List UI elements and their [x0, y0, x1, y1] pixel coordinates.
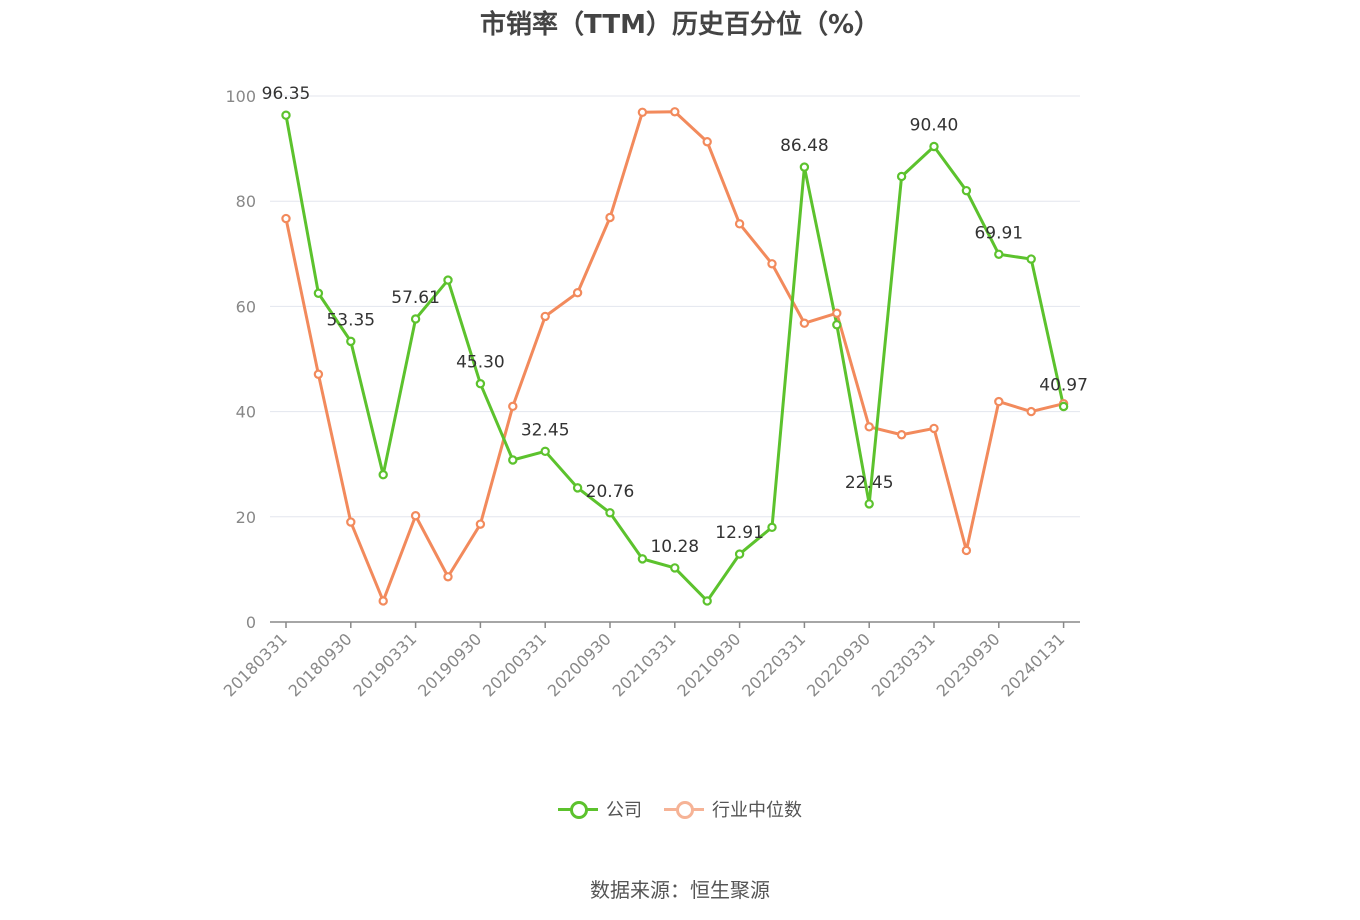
data-label-20240131: 40.97 — [1039, 375, 1088, 395]
legend-item-industry[interactable]: 行业中位数 — [664, 796, 802, 822]
x-tick-label-20200930: 20200930 — [544, 629, 615, 700]
y-tick-label-0: 0 — [246, 613, 256, 632]
point-company-20191231 — [508, 455, 518, 465]
data-label-20180331: 96.35 — [262, 84, 311, 104]
x-tick-label-20210331: 20210331 — [609, 629, 680, 700]
data-label-20220930: 22.45 — [845, 473, 894, 493]
point-company-20211231 — [767, 522, 777, 533]
point-company-20210331 — [670, 563, 680, 573]
point-company-20181231 — [378, 470, 388, 480]
grid-lines — [270, 95, 1080, 518]
point-industry-20200331 — [540, 311, 550, 322]
x-tick-label-20240131: 20240131 — [997, 629, 1068, 700]
point-company-20190630 — [443, 275, 453, 285]
x-tick-label-20200331: 20200331 — [479, 629, 550, 700]
data-labels: 96.35 53.35 57.61 45.30 32.45 20.76 10.28 12.91… — [262, 84, 1088, 557]
point-industry-20211231 — [767, 259, 777, 269]
x-tick-label-20180930: 20180930 — [285, 629, 356, 700]
point-company-20200630 — [572, 483, 583, 493]
series-lines — [284, 110, 1066, 603]
y-tick-label-40: 40 — [236, 403, 256, 422]
point-industry-20201231 — [637, 107, 648, 118]
point-company-20220930 — [864, 499, 874, 509]
point-company-20240131 — [1058, 401, 1069, 412]
chart-plot: 0 20 40 60 80 100 201803312018093020190331201… — [220, 84, 1088, 700]
data-label-20190331: 57.61 — [391, 288, 440, 308]
point-industry-20230630 — [961, 545, 972, 556]
legend-label-company: 公司 — [606, 800, 642, 821]
point-company-20190930 — [475, 379, 486, 389]
chart-title: 市销率（TTM）历史百分位（%） — [480, 10, 880, 40]
point-industry-20230930 — [994, 396, 1004, 407]
x-axis: 2018033120180930201903312019093020200331… — [220, 621, 1080, 700]
point-industry-20220331 — [799, 318, 810, 328]
data-label-20230930: 69.91 — [974, 223, 1023, 243]
data-label-20200930: 20.76 — [586, 482, 635, 502]
legend-swatch-industry — [664, 799, 704, 819]
point-company-20231231 — [1026, 254, 1036, 264]
point-company-20201231 — [637, 554, 648, 564]
point-company-20180930 — [346, 336, 356, 347]
point-industry-20180930 — [346, 517, 356, 527]
point-industry-20190331 — [410, 511, 421, 521]
point-company-20210630 — [702, 596, 712, 606]
point-industry-20210930 — [734, 219, 745, 229]
data-label-20200331: 32.45 — [521, 420, 570, 440]
legend-item-company[interactable]: 公司 — [558, 796, 642, 822]
point-industry-20191231 — [508, 401, 518, 412]
point-industry-20231231 — [1026, 406, 1036, 417]
y-tick-label-20: 20 — [236, 508, 256, 527]
x-tick-label-20210930: 20210930 — [673, 629, 744, 700]
point-industry-20200930 — [605, 212, 615, 223]
point-company-20210930 — [734, 549, 745, 559]
data-label-20220331: 86.48 — [780, 136, 829, 156]
point-industry-20220630 — [832, 308, 842, 318]
point-industry-20181231 — [378, 596, 388, 606]
x-tick-label-20190331: 20190331 — [349, 629, 420, 700]
legend-swatch-company — [558, 799, 598, 819]
point-industry-20180630 — [313, 369, 324, 379]
source-note: 数据来源：恒生聚源 — [590, 878, 770, 902]
y-tick-label-80: 80 — [236, 192, 256, 211]
point-industry-20190630 — [443, 572, 453, 582]
point-company-20221231 — [896, 171, 907, 182]
series-line-company — [284, 114, 1066, 603]
legend: 公司 行业中位数 — [0, 796, 1360, 822]
point-industry-20230331 — [929, 423, 939, 434]
point-company-20180331 — [281, 110, 291, 120]
x-tick-label-20220331: 20220331 — [738, 629, 809, 700]
point-industry-20210630 — [702, 137, 712, 147]
y-tick-label-100: 100 — [225, 87, 256, 106]
point-company-20230331 — [929, 141, 939, 152]
legend-label-industry: 行业中位数 — [712, 800, 802, 821]
point-industry-20180331 — [281, 213, 291, 224]
point-company-20220331 — [799, 162, 810, 172]
point-industry-20220930 — [864, 422, 874, 432]
point-company-20200930 — [605, 508, 615, 518]
point-industry-20221231 — [896, 430, 907, 440]
x-tick-label-20220930: 20220930 — [803, 629, 874, 700]
point-company-20230930 — [994, 249, 1004, 259]
data-label-20230331: 90.40 — [910, 115, 959, 135]
point-company-20180630 — [313, 288, 324, 298]
x-tick-label-20230331: 20230331 — [868, 629, 939, 700]
point-company-20220630 — [832, 320, 842, 330]
point-industry-20210331 — [670, 107, 680, 117]
data-label-20180930: 53.35 — [326, 310, 375, 330]
x-tick-label-20190930: 20190930 — [414, 629, 485, 700]
x-tick-label-20230930: 20230930 — [933, 629, 1004, 700]
data-label-20210331: 10.28 — [650, 537, 699, 557]
y-tick-label-60: 60 — [236, 297, 256, 316]
point-industry-20190930 — [475, 519, 486, 529]
point-company-20200331 — [540, 446, 550, 457]
point-company-20190331 — [410, 314, 421, 324]
y-axis-ticks: 0 20 40 60 80 100 — [225, 87, 256, 632]
point-industry-20200630 — [572, 288, 583, 298]
x-tick-label-20180331: 20180331 — [220, 629, 291, 700]
series-line-industry — [284, 110, 1064, 603]
point-company-20230630 — [961, 185, 972, 196]
data-label-20190930: 45.30 — [456, 353, 505, 373]
series-points — [281, 107, 1069, 606]
data-label-20210930: 12.91 — [715, 523, 764, 543]
